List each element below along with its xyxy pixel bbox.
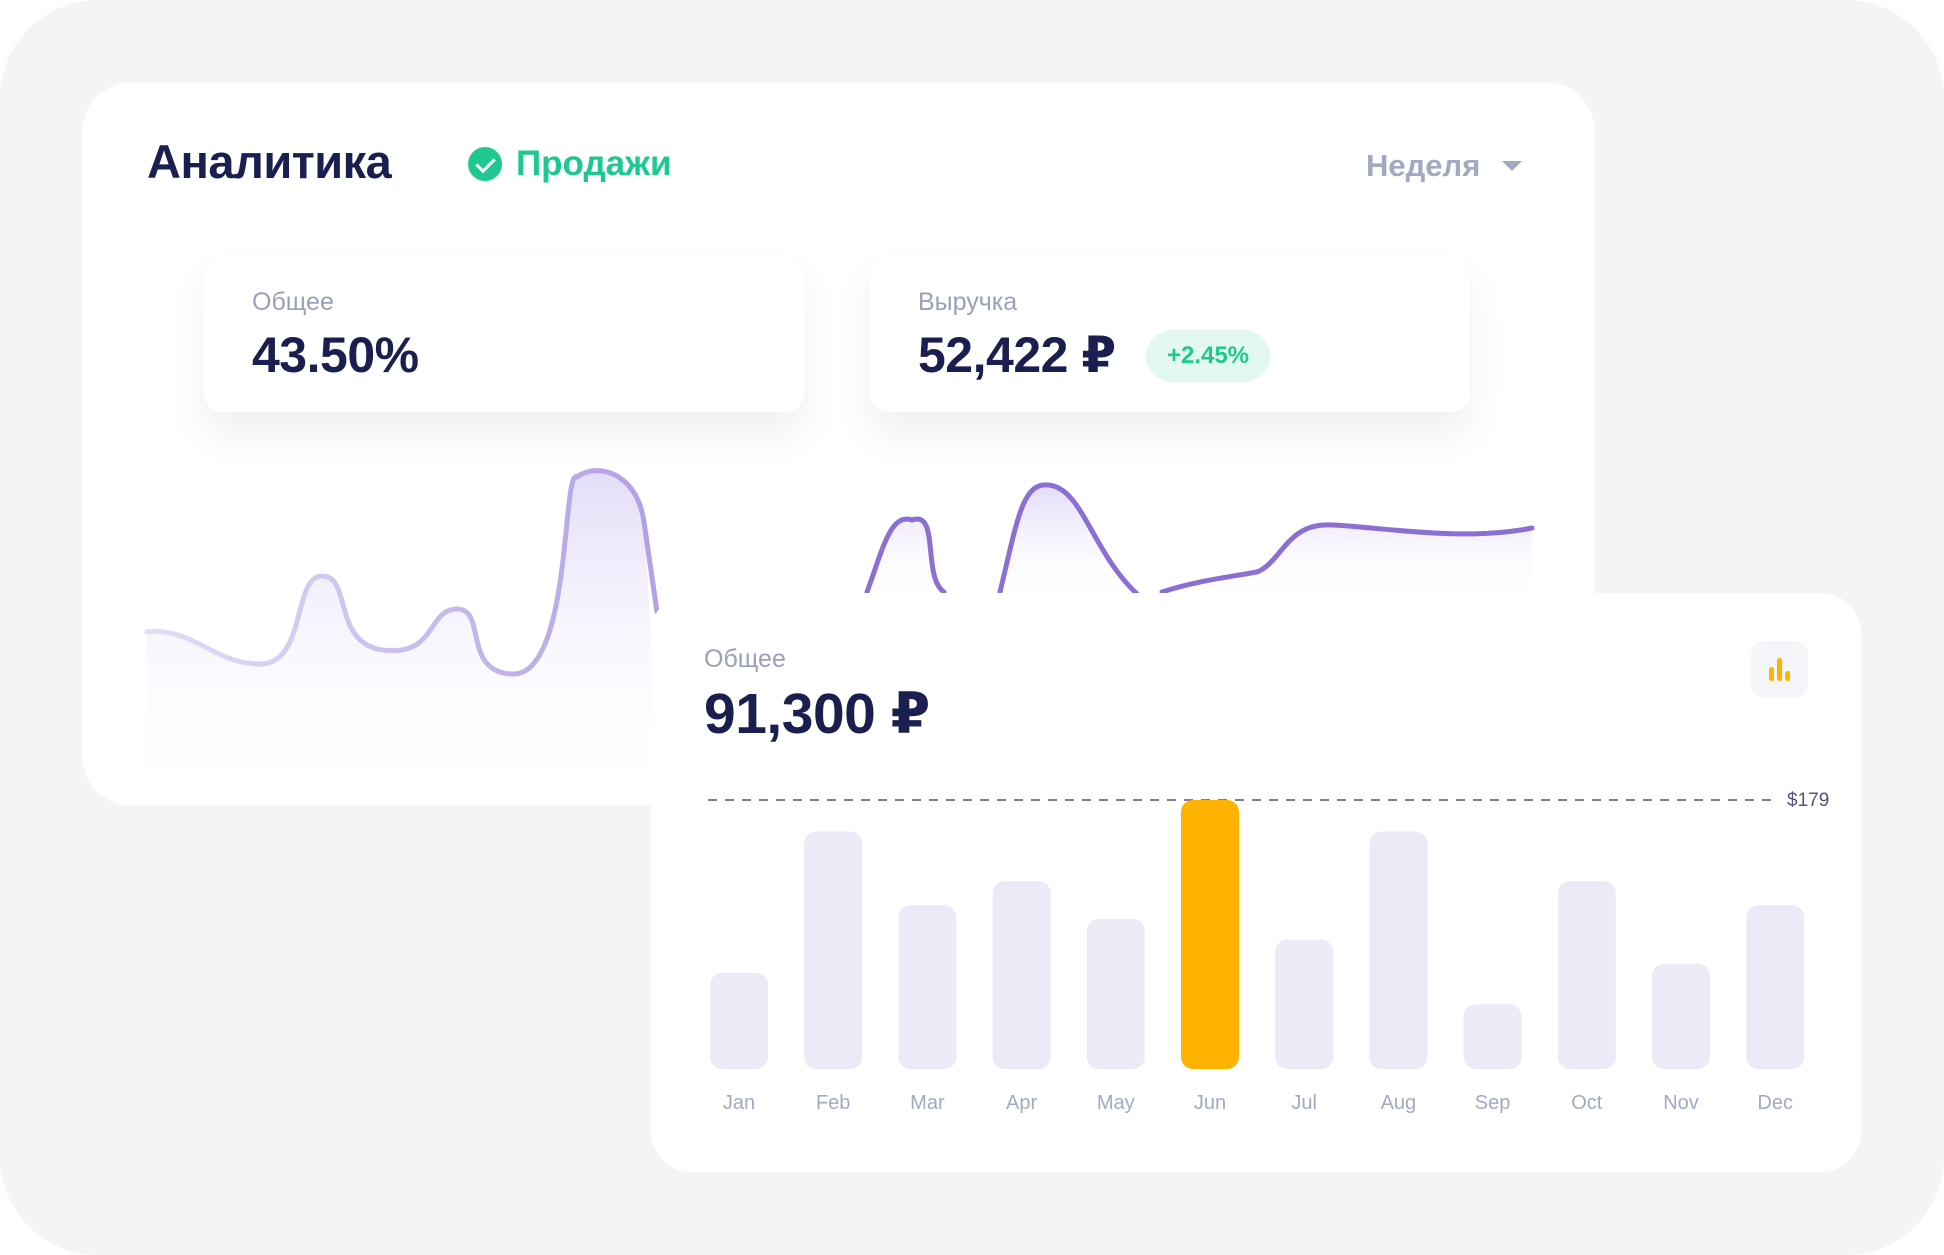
x-tick-jan: Jan [723, 1092, 755, 1114]
x-tick-feb: Feb [816, 1092, 850, 1114]
stat-card-general: Общее 43.50% [204, 258, 804, 412]
x-tick-jun: Jun [1194, 1092, 1226, 1114]
period-dropdown[interactable]: Неделя [1366, 144, 1523, 188]
x-tick-oct: Oct [1571, 1092, 1603, 1114]
x-tick-dec: Dec [1757, 1092, 1793, 1114]
summary-label: Общее [704, 645, 786, 673]
x-tick-sep: Sep [1475, 1092, 1511, 1114]
summary-value: 91,300 ₽ [704, 682, 930, 746]
monthly-bar-card: Общее 91,300 ₽ $179 Jan Feb Mar Apr May Jun Jul… [651, 593, 1861, 1172]
trend-area-chart [144, 468, 1535, 806]
monthly-bar-chart: $179 Jan Feb Mar Apr May Jun Jul Aug Sep Oct Nov Dec [708, 790, 1829, 1114]
bar-may[interactable] [1086, 918, 1145, 1069]
bar-dec[interactable] [1746, 905, 1805, 1069]
trend-line-right [864, 482, 1535, 597]
x-tick-nov: Nov [1663, 1092, 1699, 1114]
x-tick-may: May [1097, 1092, 1135, 1114]
stat-revenue-change-badge: +2.45% [1146, 330, 1270, 382]
stat-general-value: 43.50% [252, 327, 419, 383]
chart-type-toggle-button[interactable] [1751, 641, 1808, 698]
bar-sep[interactable] [1463, 1004, 1522, 1069]
analytics-card: Аналитика Продажи Неделя Общее 43.50% Вы… [82, 82, 1595, 806]
reference-line-label: $179 [1787, 790, 1829, 811]
tab-sales-label: Продажи [516, 144, 672, 183]
bar-jan[interactable] [710, 972, 768, 1069]
x-tick-jul: Jul [1291, 1092, 1317, 1114]
bar-jun[interactable] [1181, 800, 1239, 1069]
chevron-down-icon [1502, 161, 1523, 171]
stat-revenue-value: 52,422 ₽ [918, 327, 1116, 383]
trend-area-fill-right [867, 484, 1532, 592]
x-tick-apr: Apr [1006, 1092, 1037, 1114]
period-dropdown-value: Неделя [1366, 148, 1481, 183]
stat-revenue-label: Выручка [918, 288, 1018, 316]
page-title: Аналитика [147, 135, 392, 188]
bar-nov[interactable] [1652, 963, 1710, 1069]
check-circle-icon [468, 147, 502, 181]
bar-mar[interactable] [898, 905, 957, 1069]
stat-general-label: Общее [252, 288, 334, 316]
bar-chart-icon [1769, 658, 1790, 681]
bar-apr[interactable] [992, 881, 1051, 1069]
trend-line-left [144, 468, 660, 677]
trend-area-fill-left [147, 470, 662, 806]
bar-jul[interactable] [1275, 939, 1334, 1069]
tab-sales[interactable]: Продажи [468, 142, 671, 186]
bar-aug[interactable] [1369, 831, 1428, 1069]
bar-oct[interactable] [1557, 881, 1616, 1069]
x-tick-mar: Mar [910, 1092, 945, 1114]
bar-feb[interactable] [804, 831, 863, 1069]
stat-card-revenue: Выручка 52,422 ₽ +2.45% [870, 258, 1470, 412]
x-tick-aug: Aug [1381, 1092, 1417, 1114]
